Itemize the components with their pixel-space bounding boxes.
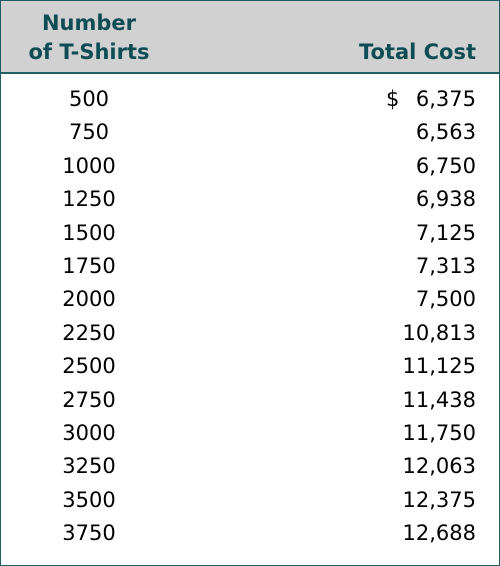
cell-total-cost: 12,688 xyxy=(402,521,476,546)
table-row: 3500 12,375 xyxy=(1,485,499,518)
cell-total-cost: 11,438 xyxy=(402,387,476,412)
table-row: 1250 6,938 xyxy=(1,184,499,217)
table-row: 1750 7,313 xyxy=(1,251,499,284)
cell-quantity: 1500 xyxy=(62,220,116,245)
cell-total-cost: 7,500 xyxy=(415,287,476,312)
cell-total-cost: 7,313 xyxy=(415,253,476,278)
table-row: 500 $ 6,375 xyxy=(1,84,499,117)
header-number-of-tshirts: Number of T-Shirts xyxy=(9,9,169,67)
header-col1-line2: of T-Shirts xyxy=(28,40,150,64)
cell-quantity: 3750 xyxy=(62,521,116,546)
cell-total-cost: 11,125 xyxy=(402,354,476,379)
table-row: 3750 12,688 xyxy=(1,518,499,551)
cell-total-cost: 10,813 xyxy=(402,320,476,345)
cell-quantity: 3500 xyxy=(62,487,116,512)
table-row: 2000 7,500 xyxy=(1,284,499,317)
cell-quantity: 750 xyxy=(68,120,110,145)
cell-total-cost: 11,750 xyxy=(402,420,476,445)
cell-quantity: 500 xyxy=(68,87,110,111)
table-row: 1000 6,750 xyxy=(1,151,499,184)
table-body: 500 $ 6,375 750 6,563 1000 6,750 1250 6,… xyxy=(1,84,499,551)
cell-total-cost: 6,938 xyxy=(415,187,476,212)
table-row: 3000 11,750 xyxy=(1,418,499,451)
cell-total-cost: 6,750 xyxy=(415,153,476,178)
currency-symbol: $ xyxy=(386,87,400,111)
cell-quantity: 1000 xyxy=(62,153,116,178)
table-row: 2750 11,438 xyxy=(1,385,499,418)
cell-quantity: 2000 xyxy=(62,287,116,312)
cell-quantity: 2750 xyxy=(62,387,116,412)
cell-total-cost: 12,063 xyxy=(402,454,476,479)
cell-quantity: 3250 xyxy=(62,454,116,479)
table-row: 2250 10,813 xyxy=(1,318,499,351)
cell-quantity: 1750 xyxy=(62,253,116,278)
table-row: 750 6,563 xyxy=(1,117,499,150)
cell-quantity: 2250 xyxy=(62,320,116,345)
cell-total-cost: 6,375 xyxy=(415,87,476,111)
cell-total-cost: 7,125 xyxy=(415,220,476,245)
cell-total-cost: 12,375 xyxy=(402,487,476,512)
table-row: 3250 12,063 xyxy=(1,451,499,484)
cell-quantity: 2500 xyxy=(62,354,116,379)
cell-total-cost: 6,563 xyxy=(415,120,476,145)
cell-quantity: 1250 xyxy=(62,187,116,212)
header-total-cost: Total Cost xyxy=(358,40,476,64)
table-row: 2500 11,125 xyxy=(1,351,499,384)
cell-quantity: 3000 xyxy=(62,420,116,445)
table-row: 1500 7,125 xyxy=(1,218,499,251)
table-header: Number of T-Shirts Total Cost xyxy=(1,1,499,74)
header-col1-line1: Number xyxy=(41,11,137,35)
